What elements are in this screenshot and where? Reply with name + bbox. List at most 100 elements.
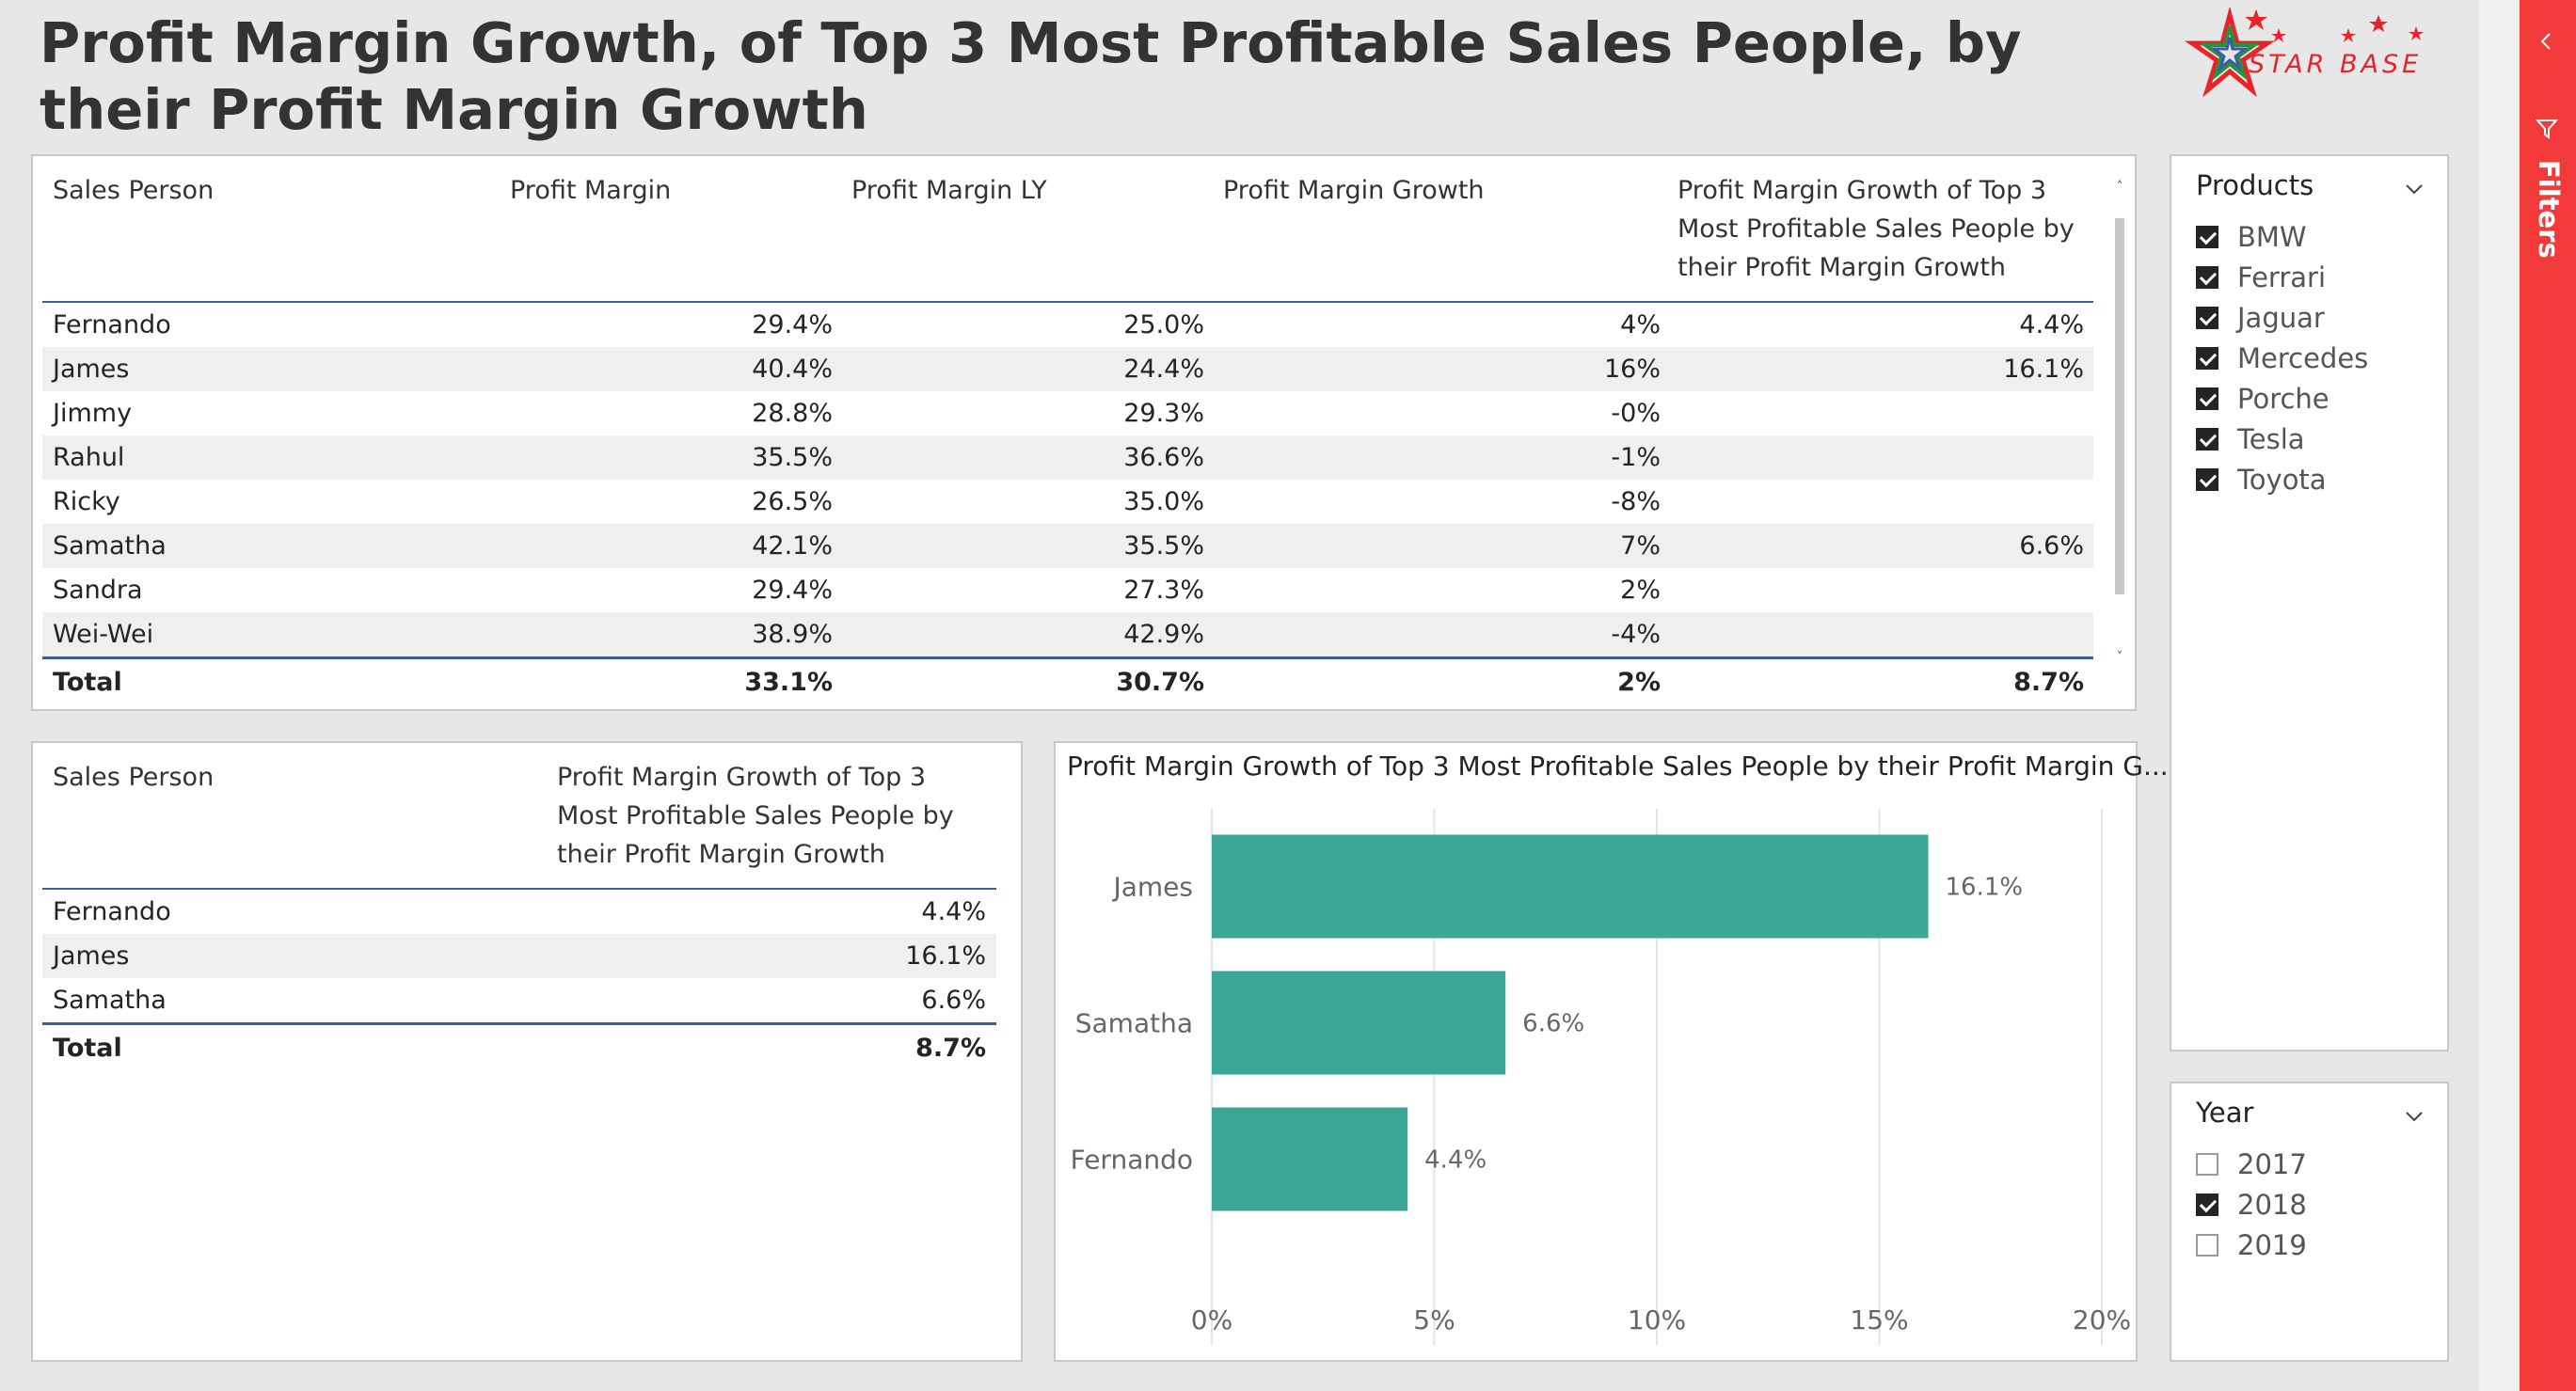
products-slicer-item[interactable]: Tesla [2196, 420, 2305, 458]
cell-profit-margin: 42.1% [752, 531, 833, 561]
checkbox-checked-icon[interactable] [2196, 387, 2218, 410]
year-slicer: Year 2017 2018 2019 [2170, 1082, 2449, 1362]
year-slicer-item-label: 2017 [2237, 1148, 2307, 1180]
top3-table-body: Sales Person Profit Margin Growth of Top… [42, 743, 996, 1354]
col-header-top3-growth[interactable]: Profit Margin Growth of Top 3 Most Profi… [557, 763, 954, 869]
filters-label[interactable]: Filters [2533, 160, 2565, 259]
year-slicer-item[interactable]: 2017 [2196, 1146, 2307, 1183]
cell-total-label: Total [53, 668, 122, 697]
cell-sales-person: James [53, 355, 130, 384]
cell-sales-person: Sandra [53, 576, 143, 605]
table-total-row: Total 33.1% 30.7% 2% 8.7% [42, 656, 2093, 706]
table-row[interactable]: Samatha 42.1% 35.5% 7% 6.6% [42, 524, 2093, 568]
products-slicer-item[interactable]: Ferrari [2196, 259, 2326, 296]
table-row[interactable]: Fernando 29.4% 25.0% 4% 4.4% [42, 303, 2093, 347]
checkbox-checked-icon[interactable] [2196, 226, 2218, 248]
table-row[interactable]: Samatha 6.6% [42, 978, 996, 1022]
table-row[interactable]: Ricky 26.5% 35.0% -8% [42, 480, 2093, 524]
bar-fernando[interactable] [1212, 1107, 1408, 1211]
checkbox-unchecked-icon[interactable] [2196, 1153, 2218, 1176]
top3-table [31, 741, 1023, 1362]
products-slicer-item-label: BMW [2237, 221, 2307, 253]
col-header-sales-person[interactable]: Sales Person [53, 763, 215, 792]
cell-sales-person: Ricky [53, 487, 120, 516]
table-row[interactable]: Sandra 29.4% 27.3% 2% [42, 568, 2093, 612]
table-row[interactable]: Rahul 35.5% 36.6% -1% [42, 435, 2093, 480]
year-slicer-item[interactable]: 2019 [2196, 1226, 2307, 1264]
cell-profit-margin-ly: 29.3% [1123, 399, 1204, 428]
chart-title: Profit Margin Growth of Top 3 Most Profi… [1067, 751, 2169, 782]
cell-total-profit-margin: 33.1% [744, 668, 833, 697]
data-label: 6.6% [1522, 1010, 1584, 1038]
table-row[interactable]: Jimmy 28.8% 29.3% -0% [42, 391, 2093, 435]
chevron-down-icon[interactable] [2404, 179, 2425, 199]
bar-james[interactable] [1212, 834, 1929, 939]
scroll-up-icon[interactable]: ˄ [2116, 180, 2123, 195]
products-slicer-item-label: Jaguar [2237, 302, 2325, 334]
cell-profit-margin: 29.4% [752, 310, 833, 340]
category-label: Samatha [1075, 1008, 1193, 1039]
scrollbar-thumb[interactable] [2115, 218, 2124, 594]
checkbox-unchecked-icon[interactable] [2196, 1234, 2218, 1257]
cell-top3-growth: 4.4% [921, 897, 986, 926]
products-slicer-item[interactable]: Jaguar [2196, 299, 2325, 337]
filter-funnel-icon[interactable] [2535, 117, 2559, 141]
star-base-logo: STAR BASE [2181, 8, 2444, 102]
col-header-top3-growth[interactable]: Profit Margin Growth of Top 3 Most Profi… [1678, 176, 2075, 282]
cell-profit-margin-growth: -4% [1611, 620, 1661, 649]
table-row[interactable]: Fernando 4.4% [42, 890, 996, 934]
bar-samatha[interactable] [1212, 971, 1506, 1075]
cell-sales-person: Fernando [53, 310, 171, 340]
cell-profit-margin-growth: 7% [1620, 531, 1661, 561]
scroll-down-icon[interactable]: ˅ [2116, 650, 2123, 665]
year-slicer-item-label: 2019 [2237, 1229, 2307, 1261]
cell-profit-margin-growth: -0% [1611, 399, 1661, 428]
chevron-left-icon[interactable] [2535, 30, 2557, 53]
products-slicer-item[interactable]: Toyota [2196, 461, 2327, 498]
x-tick-label: 0% [1191, 1304, 1232, 1336]
chart-plot: 0% 5% 10% 15% 20% James 16.1% Samatha 6.6% Fernan… [1071, 809, 2131, 1345]
page-title: Profit Margin Growth, of Top 3 Most Prof… [40, 10, 2022, 142]
table-row[interactable]: Wei-Wei 38.9% 42.9% -4% [42, 612, 2093, 656]
cell-total-profit-margin-ly: 30.7% [1116, 668, 1204, 697]
col-header-sales-person[interactable]: Sales Person [53, 176, 215, 205]
table-row[interactable]: James 16.1% [42, 934, 996, 978]
cell-top3-growth: 4.4% [2019, 310, 2084, 340]
cell-profit-margin-growth: 2% [1620, 576, 1661, 605]
col-header-profit-margin[interactable]: Profit Margin [510, 176, 672, 205]
products-slicer-item[interactable]: BMW [2196, 218, 2307, 256]
x-tick-label: 10% [1628, 1304, 1686, 1336]
products-slicer-item[interactable]: Porche [2196, 380, 2330, 418]
products-slicer-item[interactable]: Mercedes [2196, 340, 2368, 377]
checkbox-checked-icon[interactable] [2196, 1193, 2218, 1216]
table-row[interactable]: James 40.4% 24.4% 16% 16.1% [42, 347, 2093, 391]
checkbox-checked-icon[interactable] [2196, 428, 2218, 450]
cell-top3-growth: 6.6% [2019, 531, 2084, 561]
cell-profit-margin-growth: 4% [1620, 310, 1661, 340]
cell-profit-margin: 29.4% [752, 576, 833, 605]
checkbox-checked-icon[interactable] [2196, 347, 2218, 370]
cell-profit-margin-growth: -8% [1611, 487, 1661, 516]
table-vertical-scrollbar[interactable]: ˄ ˅ [2111, 169, 2128, 696]
checkbox-checked-icon[interactable] [2196, 307, 2218, 329]
year-slicer-item-label: 2018 [2237, 1189, 2307, 1221]
chevron-down-icon[interactable] [2404, 1106, 2425, 1127]
cell-sales-person: Fernando [53, 897, 171, 926]
filters-pane[interactable] [2520, 0, 2576, 1391]
cell-profit-margin-ly: 35.0% [1123, 487, 1204, 516]
year-slicer-item[interactable]: 2018 [2196, 1186, 2307, 1224]
checkbox-checked-icon[interactable] [2196, 266, 2218, 289]
cell-sales-person: Samatha [53, 986, 167, 1015]
cell-profit-margin: 26.5% [752, 487, 833, 516]
col-header-profit-margin-ly[interactable]: Profit Margin LY [851, 176, 1047, 205]
cell-profit-margin-growth: -1% [1611, 443, 1661, 472]
category-label: James [1111, 872, 1193, 903]
checkbox-checked-icon[interactable] [2196, 468, 2218, 491]
col-header-profit-margin-growth[interactable]: Profit Margin Growth [1223, 176, 1485, 205]
cell-total-top3-growth: 8.7% [2013, 668, 2084, 697]
cell-sales-person: James [53, 941, 130, 971]
x-tick-label: 15% [1850, 1304, 1908, 1336]
products-slicer-item-label: Porche [2237, 383, 2330, 415]
x-tick-label: 20% [2073, 1304, 2131, 1336]
cell-profit-margin-ly: 27.3% [1123, 576, 1204, 605]
